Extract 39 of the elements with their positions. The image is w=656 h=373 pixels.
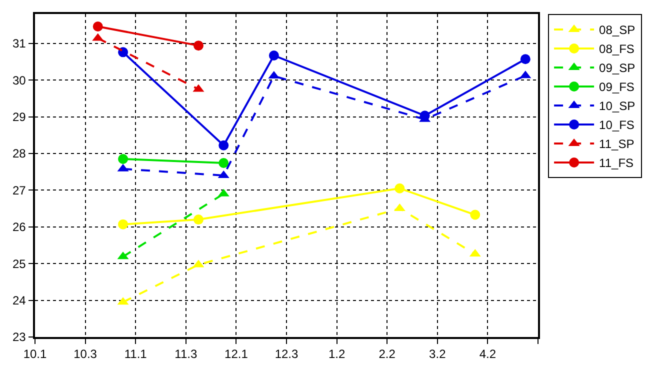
y-tick-label: 26: [12, 220, 26, 234]
point: [193, 214, 204, 225]
point: [470, 210, 480, 220]
legend-label: 10_FS: [599, 118, 634, 132]
point: [118, 219, 128, 230]
legend-label: 10_SP: [599, 99, 636, 114]
point: [394, 183, 405, 194]
point: [218, 158, 229, 168]
y-tick-label: 30: [12, 73, 26, 88]
y-tick-label: 31: [12, 36, 26, 51]
x-tick-label: 10.1: [23, 347, 47, 362]
legend-label: 09_SP: [599, 61, 636, 76]
legend-label: 08_SP: [599, 23, 636, 38]
y-tick-label: 23: [12, 330, 26, 344]
y-tick-label: 24: [12, 294, 26, 308]
point: [118, 47, 128, 58]
x-tick-label: 4.2: [479, 347, 496, 362]
x-tick-label: 12.3: [274, 347, 298, 362]
legend-label: 11_FS: [599, 156, 634, 170]
x-tick-label: 2.2: [378, 347, 396, 362]
x-tick-label: 11.3: [174, 347, 198, 362]
legend-label: 11_SP: [599, 137, 634, 152]
point: [92, 21, 103, 32]
point: [218, 140, 229, 150]
x-tick-label: 10.3: [74, 347, 98, 362]
legend-label: 09_FS: [599, 80, 634, 94]
point: [118, 154, 128, 164]
legend-label: 08_FS: [599, 42, 634, 56]
point: [193, 40, 204, 51]
y-tick-label: 29: [12, 110, 26, 124]
y-tick-label: 28: [12, 146, 26, 161]
point: [520, 54, 530, 64]
point: [268, 50, 279, 60]
x-tick-label: 1.2: [328, 347, 346, 362]
y-tick-label: 27: [12, 183, 26, 198]
x-tick-label: 12.1: [224, 347, 248, 362]
x-tick-label: 3.2: [429, 347, 446, 362]
y-tick-label: 25: [12, 256, 26, 271]
x-tick-label: 11.1: [124, 347, 148, 362]
